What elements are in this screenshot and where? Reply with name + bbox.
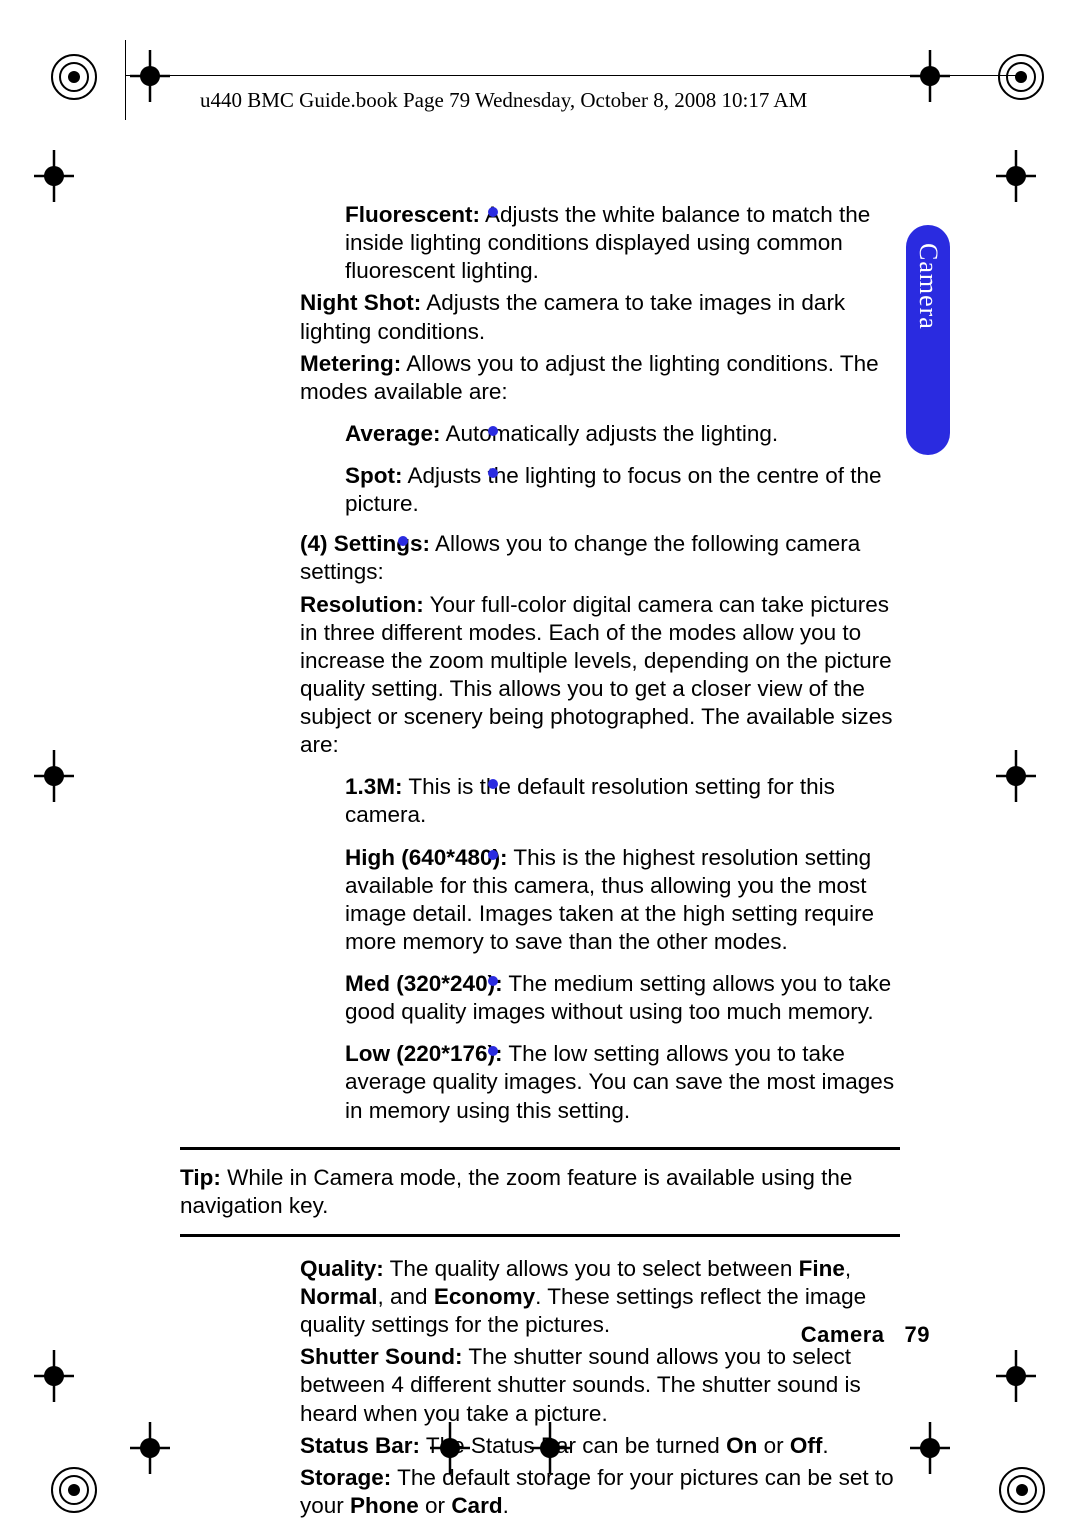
text: Adjusts the lighting to focus on the cen… (345, 463, 882, 516)
label: Quality: (300, 1256, 384, 1281)
para-night-shot: Night Shot: Adjusts the camera to take i… (300, 289, 900, 345)
label: Resolution: (300, 592, 424, 617)
label: (4) Settings: (300, 531, 430, 556)
registration-mark-icon (998, 1466, 1046, 1514)
crosshair-icon (34, 150, 74, 202)
footer-section: Camera (801, 1322, 885, 1347)
bullet-med: Med (320*240): The medium setting allows… (345, 970, 900, 1026)
bullet-fluorescent: Fluorescent: Adjusts the white balance t… (345, 201, 900, 285)
para-resolution: Resolution: Your full-color digital came… (300, 591, 900, 760)
text: This is the default resolution setting f… (345, 774, 835, 827)
bullet-average: Average: Automatically adjusts the light… (345, 420, 900, 448)
bullet-spot: Spot: Adjusts the lighting to focus on t… (345, 462, 900, 518)
bullet-icon (488, 976, 498, 986)
label: Storage: (300, 1465, 391, 1490)
label: Night Shot: (300, 290, 421, 315)
bullet-13m: 1.3M: This is the default resolution set… (345, 773, 900, 829)
bullet-high: High (640*480): This is the highest reso… (345, 844, 900, 957)
page: u440 BMC Guide.book Page 79 Wednesday, O… (0, 0, 1080, 1534)
crosshair-icon (34, 1350, 74, 1402)
crosshair-icon (996, 150, 1036, 202)
crosshair-icon (34, 750, 74, 802)
registration-mark-icon (997, 53, 1045, 101)
label: Low (220*176): (345, 1041, 503, 1066)
top-rule (125, 75, 1020, 76)
bullet-settings: (4) Settings: Allows you to change the f… (300, 530, 900, 586)
label: Spot: (345, 463, 402, 488)
bullet-low: Low (220*176): The low setting allows yo… (345, 1040, 900, 1124)
tip-block: Tip: While in Camera mode, the zoom feat… (180, 1147, 900, 1237)
crosshair-icon (910, 1422, 950, 1474)
label: High (640*480): (345, 845, 508, 870)
footer-page: 79 (905, 1322, 930, 1347)
bullet-icon (488, 207, 498, 217)
bullet-icon (488, 850, 498, 860)
page-number: Camera 79 (801, 1322, 930, 1348)
section-tab: Camera (906, 225, 950, 455)
label: 1.3M: (345, 774, 403, 799)
crosshair-icon (910, 50, 950, 102)
label: Med (320*240): (345, 971, 503, 996)
label: Status Bar: (300, 1433, 420, 1458)
tip-label: Tip: (180, 1165, 221, 1190)
label: Shutter Sound: (300, 1344, 462, 1369)
bullet-icon (488, 468, 498, 478)
registration-mark-icon (50, 53, 98, 101)
body-content: Fluorescent: Adjusts the white balance t… (180, 195, 900, 1520)
crosshair-icon (996, 750, 1036, 802)
bullet-icon (488, 426, 498, 436)
page-header: u440 BMC Guide.book Page 79 Wednesday, O… (200, 88, 807, 113)
para-status-bar: Status Bar: The Status Bar can be turned… (300, 1432, 900, 1460)
crosshair-icon (130, 1422, 170, 1474)
tip-text: While in Camera mode, the zoom feature i… (180, 1165, 852, 1218)
para-metering: Metering: Allows you to adjust the light… (300, 350, 900, 406)
para-storage: Storage: The default storage for your pi… (300, 1464, 900, 1520)
para-shutter: Shutter Sound: The shutter sound allows … (300, 1343, 900, 1427)
top-rule-vertical (125, 40, 126, 120)
label: Average: (345, 421, 440, 446)
registration-mark-icon (50, 1466, 98, 1514)
label: Fluorescent: (345, 202, 480, 227)
crosshair-icon (130, 50, 170, 102)
label: Metering: (300, 351, 401, 376)
crosshair-icon (996, 1350, 1036, 1402)
